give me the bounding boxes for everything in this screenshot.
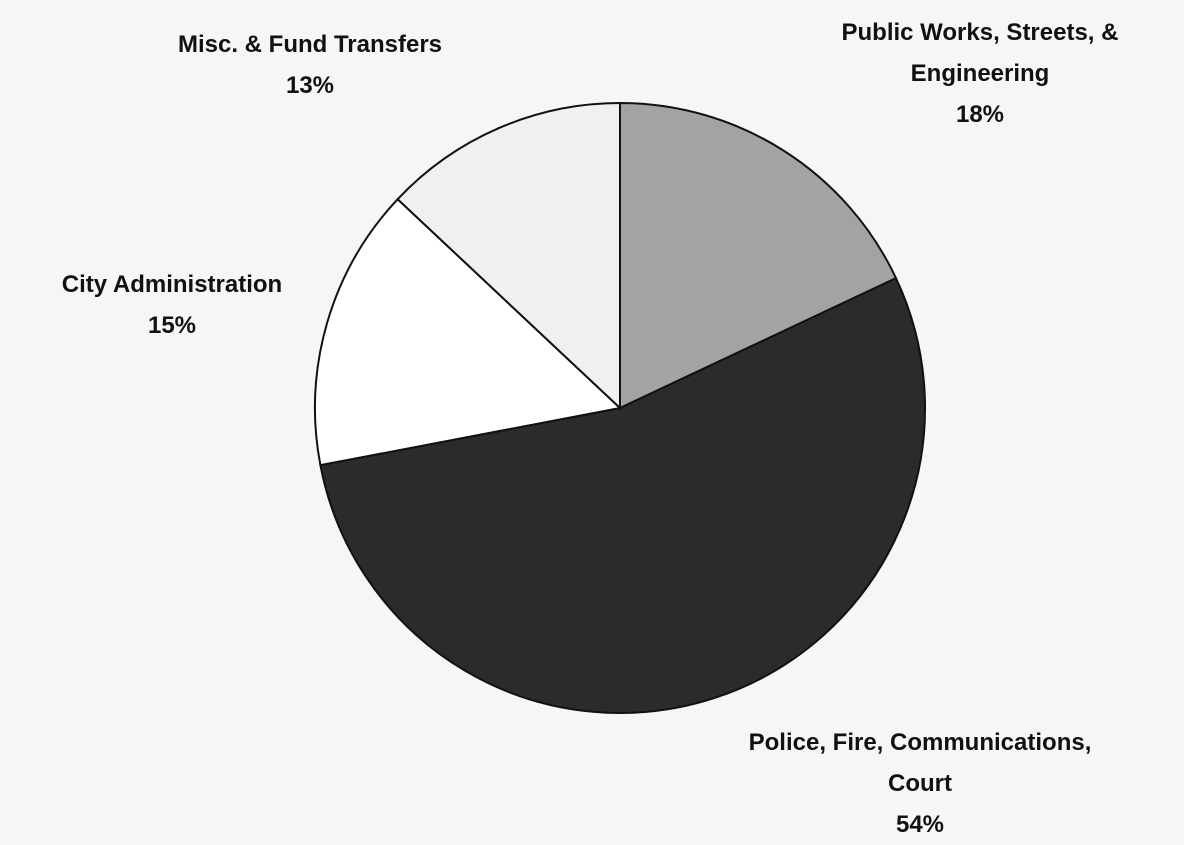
slice-label-group: City Administration 15% [12, 264, 332, 346]
category-label: Police, Fire, Communications, Court [748, 729, 1092, 797]
pie-slice [619, 101, 898, 410]
category-label: Public Works, Streets, & Engineering [841, 19, 1119, 87]
slice-label-group: Misc. & Fund Transfers 13% [160, 24, 460, 106]
value-label: 13% [285, 72, 335, 99]
value-label: 54% [895, 811, 945, 838]
pie-slice [314, 197, 623, 467]
value-label: 18% [955, 101, 1005, 128]
slice-label-group: Public Works, Streets, & Engineering 18% [790, 12, 1170, 135]
category-label: Misc. & Fund Transfers [177, 31, 443, 58]
pie-slice [396, 101, 621, 411]
slice-label-group: Police, Fire, Communications, Court 54% [725, 722, 1115, 845]
category-label: City Administration [61, 271, 283, 298]
pie-slice [319, 276, 926, 714]
value-label: 15% [147, 312, 197, 339]
